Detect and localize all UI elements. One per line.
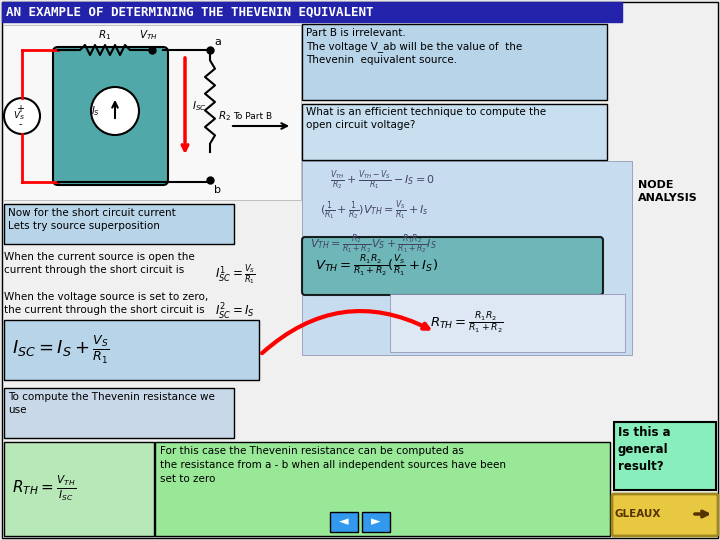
Text: ►: ► <box>372 516 381 529</box>
Text: To Part B: To Part B <box>233 112 272 121</box>
Text: b: b <box>214 185 221 195</box>
Text: For this case the Thevenin resistance can be computed as
the resistance from a -: For this case the Thevenin resistance ca… <box>160 446 506 484</box>
FancyBboxPatch shape <box>155 442 610 536</box>
Text: $I_S$: $I_S$ <box>91 104 99 118</box>
Circle shape <box>4 98 40 134</box>
Text: $I_{SC}$: $I_{SC}$ <box>192 99 207 113</box>
Text: Is this a
general
result?: Is this a general result? <box>618 426 670 473</box>
Text: GLEAUX: GLEAUX <box>615 509 661 519</box>
Text: $R_{TH}=\frac{R_1R_2}{R_1+R_2}$: $R_{TH}=\frac{R_1R_2}{R_1+R_2}$ <box>430 310 503 335</box>
FancyBboxPatch shape <box>302 237 603 295</box>
Text: ◄: ◄ <box>339 516 348 529</box>
FancyBboxPatch shape <box>3 25 301 200</box>
FancyBboxPatch shape <box>4 388 234 438</box>
FancyBboxPatch shape <box>4 442 154 536</box>
Text: a: a <box>214 37 221 47</box>
Text: $V_S$: $V_S$ <box>13 110 25 122</box>
Circle shape <box>91 87 139 135</box>
Text: When the voltage source is set to zero,
the current through the short circuit is: When the voltage source is set to zero, … <box>4 292 208 315</box>
Text: -: - <box>18 119 22 129</box>
FancyBboxPatch shape <box>612 494 718 536</box>
Text: $\frac{V_{TH}}{R_2}+\frac{V_{TH}-V_S}{R_1}-I_S=0$: $\frac{V_{TH}}{R_2}+\frac{V_{TH}-V_S}{R_… <box>330 168 435 192</box>
Text: When the current source is open the
current through the short circuit is: When the current source is open the curr… <box>4 252 194 275</box>
FancyBboxPatch shape <box>302 24 607 100</box>
Text: $I^2_{SC}=I_S$: $I^2_{SC}=I_S$ <box>215 302 255 322</box>
Text: $V_{TH}$: $V_{TH}$ <box>139 28 158 42</box>
Text: Now for the short circuit current
Lets try source superposition: Now for the short circuit current Lets t… <box>8 208 176 231</box>
FancyBboxPatch shape <box>302 104 607 160</box>
Text: NODE
ANALYSIS: NODE ANALYSIS <box>638 180 698 203</box>
FancyBboxPatch shape <box>362 512 390 532</box>
Text: $I^1_{SC}=\frac{V_S}{R_1}$: $I^1_{SC}=\frac{V_S}{R_1}$ <box>215 262 256 287</box>
Text: $R_{TH}=\frac{V_{TH}}{I_{SC}}$: $R_{TH}=\frac{V_{TH}}{I_{SC}}$ <box>12 474 76 503</box>
FancyBboxPatch shape <box>330 512 358 532</box>
Text: $V_{TH}=\frac{R_1R_2}{R_1+R_2}(\frac{V_S}{R_1}+I_S)$: $V_{TH}=\frac{R_1R_2}{R_1+R_2}(\frac{V_S… <box>315 253 438 279</box>
Text: $R_2$: $R_2$ <box>218 109 231 123</box>
FancyBboxPatch shape <box>302 161 632 355</box>
FancyBboxPatch shape <box>4 320 259 380</box>
Text: AN EXAMPLE OF DETERMINING THE THEVENIN EQUIVALENT: AN EXAMPLE OF DETERMINING THE THEVENIN E… <box>6 5 374 18</box>
FancyBboxPatch shape <box>614 422 716 490</box>
Text: $(\frac{1}{R_1}+\frac{1}{R_2})V_{TH}=\frac{V_S}{R_1}+I_s$: $(\frac{1}{R_1}+\frac{1}{R_2})V_{TH}=\fr… <box>320 198 429 222</box>
Text: $I_{SC}=I_S+\frac{V_S}{R_1}$: $I_{SC}=I_S+\frac{V_S}{R_1}$ <box>12 334 109 366</box>
Text: $V_{TH}=\frac{R_2}{R_1+R_2}V_S+\frac{R_1R_2}{R_1+R_2}I_S$: $V_{TH}=\frac{R_2}{R_1+R_2}V_S+\frac{R_1… <box>310 232 437 256</box>
FancyBboxPatch shape <box>390 294 625 352</box>
Text: $R_1$: $R_1$ <box>99 28 112 42</box>
Text: Part B is irrelevant.
The voltage V_ab will be the value of  the
Thevenin  equiv: Part B is irrelevant. The voltage V_ab w… <box>306 28 522 65</box>
Text: +: + <box>16 104 24 114</box>
Text: What is an efficient technique to compute the
open circuit voltage?: What is an efficient technique to comput… <box>306 107 546 130</box>
FancyBboxPatch shape <box>2 2 622 22</box>
FancyBboxPatch shape <box>4 204 234 244</box>
FancyBboxPatch shape <box>53 47 168 185</box>
Text: To compute the Thevenin resistance we
use: To compute the Thevenin resistance we us… <box>8 392 215 415</box>
